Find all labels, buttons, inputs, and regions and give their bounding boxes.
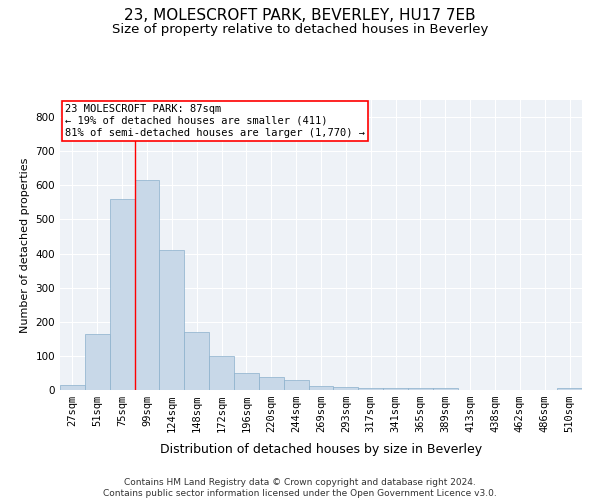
Bar [308, 386, 334, 390]
Bar [134, 180, 160, 390]
Text: Size of property relative to detached houses in Beverley: Size of property relative to detached ho… [112, 22, 488, 36]
Bar [85, 334, 110, 390]
Bar [259, 377, 284, 390]
Bar [60, 385, 85, 390]
Text: 23 MOLESCROFT PARK: 87sqm
← 19% of detached houses are smaller (411)
81% of semi: 23 MOLESCROFT PARK: 87sqm ← 19% of detac… [65, 104, 365, 138]
Bar [433, 388, 458, 390]
Y-axis label: Number of detached properties: Number of detached properties [20, 158, 30, 332]
Bar [358, 388, 383, 390]
Bar [557, 388, 582, 390]
Bar [110, 199, 134, 390]
Bar [284, 380, 308, 390]
Text: Distribution of detached houses by size in Beverley: Distribution of detached houses by size … [160, 442, 482, 456]
Bar [184, 332, 209, 390]
Bar [334, 386, 358, 390]
Text: 23, MOLESCROFT PARK, BEVERLEY, HU17 7EB: 23, MOLESCROFT PARK, BEVERLEY, HU17 7EB [124, 8, 476, 22]
Bar [383, 388, 408, 390]
Bar [209, 356, 234, 390]
Bar [160, 250, 184, 390]
Bar [408, 388, 433, 390]
Text: Contains HM Land Registry data © Crown copyright and database right 2024.
Contai: Contains HM Land Registry data © Crown c… [103, 478, 497, 498]
Bar [234, 373, 259, 390]
